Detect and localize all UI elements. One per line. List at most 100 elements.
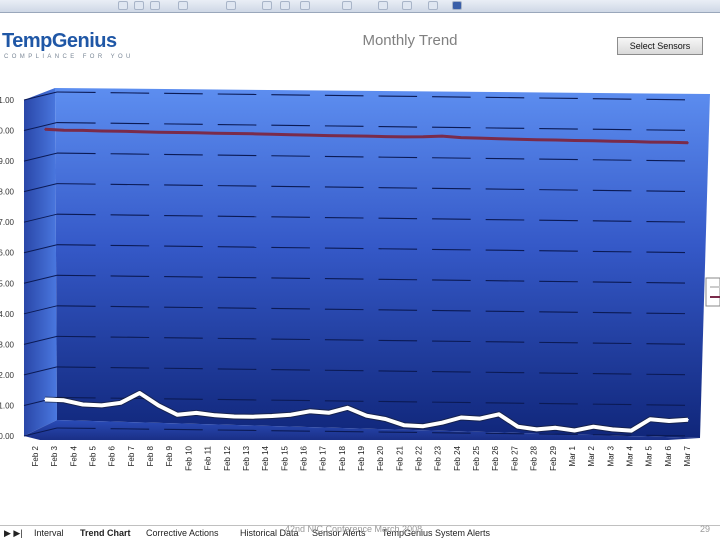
- data-point: [195, 132, 197, 134]
- data-point: [63, 129, 65, 131]
- y-tick-label: 9.00: [0, 157, 15, 166]
- data-point: [479, 418, 481, 420]
- data-point: [593, 426, 595, 428]
- data-point: [177, 414, 179, 416]
- data-point: [101, 130, 103, 132]
- data-point: [649, 141, 651, 143]
- data-point: [328, 135, 330, 137]
- x-tick-label: Feb 3: [50, 445, 59, 466]
- data-point: [536, 429, 538, 431]
- data-point: [687, 142, 689, 144]
- x-tick-label: Mar 7: [683, 445, 692, 466]
- x-tick-label: Mar 3: [606, 445, 615, 466]
- data-point: [385, 136, 387, 138]
- data-point: [233, 416, 235, 418]
- data-point: [555, 427, 557, 429]
- x-tick-label: Feb 29: [549, 445, 558, 470]
- data-point: [593, 140, 595, 142]
- x-tick-label: Feb 4: [69, 445, 78, 466]
- y-tick-label: 2.00: [0, 371, 15, 380]
- data-point: [460, 417, 462, 419]
- data-point: [366, 135, 368, 137]
- data-point: [63, 400, 65, 402]
- data-point: [668, 142, 670, 144]
- data-point: [158, 131, 160, 133]
- data-point: [498, 138, 500, 140]
- data-point: [290, 134, 292, 136]
- x-tick-label: Feb 28: [530, 445, 539, 470]
- data-point: [347, 135, 349, 137]
- x-tick-label: Feb 10: [184, 445, 193, 470]
- tab-corrective-actions[interactable]: Corrective Actions: [146, 528, 219, 538]
- x-tick-label: Feb 5: [89, 445, 98, 466]
- x-tick-label: Feb 26: [491, 445, 500, 470]
- x-tick-label: Feb 24: [453, 445, 462, 470]
- data-point: [101, 405, 103, 407]
- x-tick-label: Feb 22: [415, 445, 424, 470]
- data-point: [404, 136, 406, 138]
- page-number: 29: [700, 524, 710, 534]
- y-tick-label: 4.00: [0, 310, 15, 319]
- data-point: [460, 137, 462, 139]
- x-tick-label: Feb 12: [223, 445, 232, 470]
- y-tick-label: 6.00: [0, 249, 15, 258]
- y-tick-label: 5.00: [0, 279, 15, 288]
- x-tick-label: Mar 5: [645, 445, 654, 466]
- data-point: [271, 134, 273, 136]
- x-tick-label: Feb 14: [261, 445, 270, 470]
- x-tick-label: Mar 1: [568, 445, 577, 466]
- x-tick-label: Feb 11: [204, 445, 213, 470]
- data-point: [630, 430, 632, 432]
- data-point: [347, 407, 349, 409]
- x-tick-label: Feb 27: [510, 445, 519, 470]
- data-point: [177, 132, 179, 134]
- y-tick-label: 10.00: [0, 127, 15, 136]
- x-tick-label: Feb 9: [165, 445, 174, 466]
- x-tick-label: Feb 6: [108, 445, 117, 466]
- data-point: [668, 420, 670, 422]
- y-tick-label: 7.00: [0, 218, 15, 227]
- data-point: [385, 418, 387, 420]
- conference-footer: 42nd NIC Conference March 2008: [285, 524, 422, 534]
- tab-interval[interactable]: Interval: [34, 528, 64, 538]
- data-point: [44, 129, 46, 131]
- x-tick-label: Feb 13: [242, 445, 251, 470]
- data-point: [158, 405, 160, 407]
- x-tick-label: Feb 17: [319, 445, 328, 470]
- data-point: [536, 139, 538, 141]
- data-point: [290, 414, 292, 416]
- data-point: [139, 131, 141, 133]
- data-point: [422, 136, 424, 138]
- data-point: [328, 412, 330, 414]
- x-tick-label: Mar 6: [664, 445, 673, 466]
- tab-nav-arrows[interactable]: ▶ ▶|: [4, 528, 23, 539]
- x-tick-label: Feb 7: [127, 445, 136, 466]
- data-point: [214, 415, 216, 417]
- data-point: [233, 133, 235, 135]
- x-tick-label: Feb 8: [146, 445, 155, 466]
- data-point: [422, 425, 424, 427]
- y-tick-label: 8.00: [0, 188, 15, 197]
- data-point: [517, 138, 519, 140]
- data-point: [82, 404, 84, 406]
- y-tick-label: 0.00: [0, 432, 15, 441]
- data-point: [612, 429, 614, 431]
- data-point: [649, 418, 651, 420]
- y-tick-label: 1.00: [0, 401, 15, 410]
- data-point: [214, 132, 216, 134]
- data-point: [44, 399, 46, 401]
- data-point: [271, 415, 273, 417]
- data-point: [139, 392, 141, 394]
- y-tick-label: 3.00: [0, 340, 15, 349]
- data-point: [479, 137, 481, 139]
- tab-trend-chart[interactable]: Trend Chart: [80, 528, 131, 538]
- data-point: [309, 134, 311, 136]
- data-point: [612, 140, 614, 142]
- data-point: [120, 402, 122, 404]
- x-tick-label: Feb 2: [31, 445, 40, 466]
- data-point: [82, 130, 84, 132]
- x-tick-label: Mar 4: [625, 445, 634, 466]
- data-point: [441, 135, 443, 137]
- data-point: [366, 415, 368, 417]
